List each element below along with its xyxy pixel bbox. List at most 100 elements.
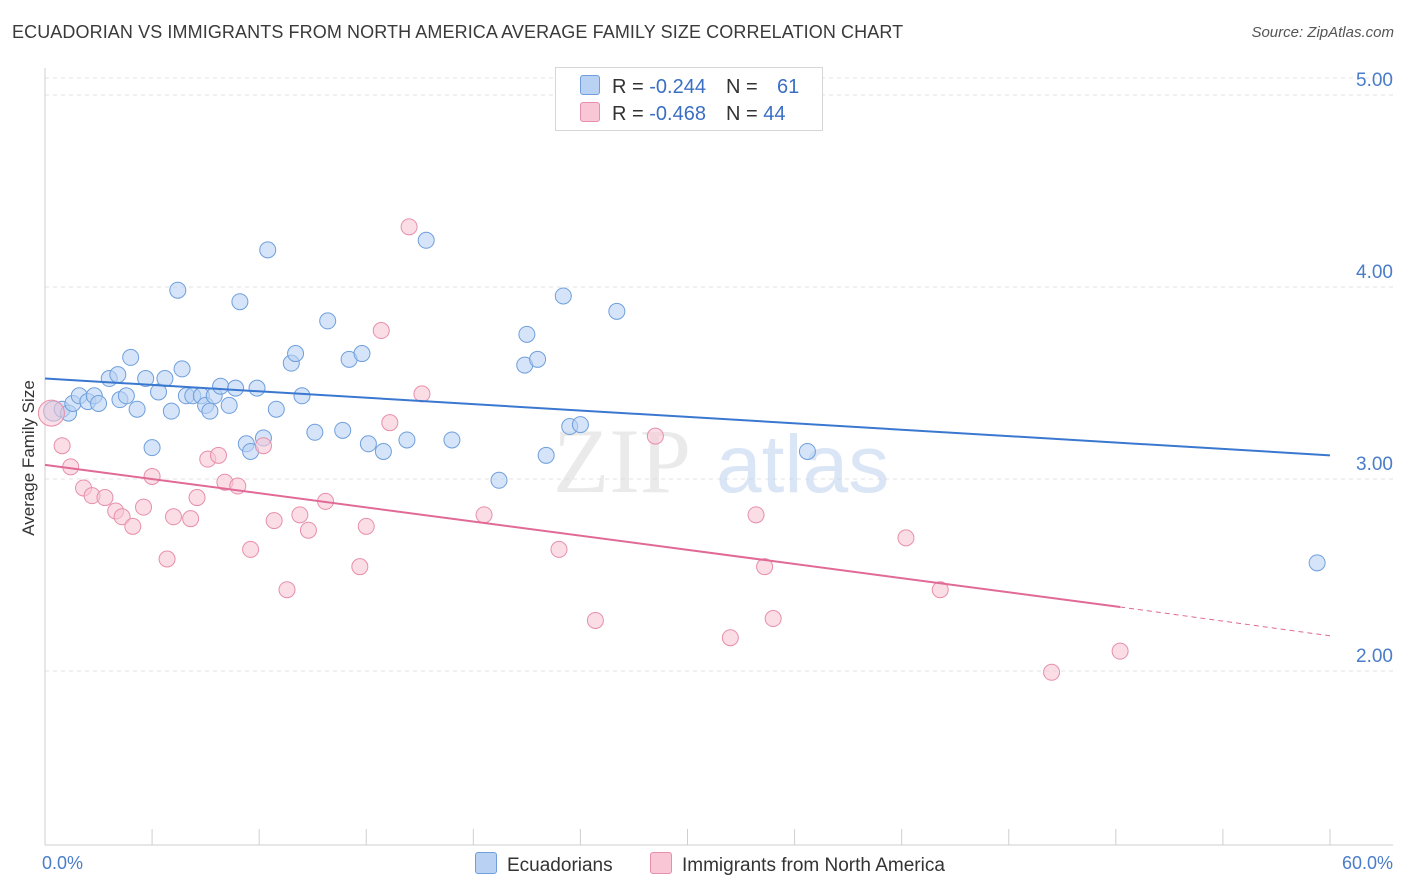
point-ecuadorians-47 — [398, 431, 416, 449]
legend-n-value-2: 44 — [763, 103, 786, 125]
legend-row-immigrants: R = -0.468 N = 44 — [580, 102, 785, 126]
point-ecuadorians-13 — [128, 400, 146, 418]
point-ecuadorians-45 — [359, 435, 377, 453]
point-immigrants-8 — [124, 517, 142, 535]
point-ecuadorians-41 — [319, 312, 337, 330]
watermark: ZIP atlas — [553, 410, 889, 512]
grid-lines — [45, 77, 1393, 672]
point-immigrants-19 — [242, 540, 260, 558]
point-ecuadorians-54 — [537, 446, 555, 464]
point-ecuadorians-28 — [220, 396, 238, 414]
point-immigrants-23 — [291, 506, 309, 524]
point-immigrants-16 — [209, 446, 227, 464]
point-ecuadorians-12 — [122, 348, 140, 366]
watermark-atlas: atlas — [716, 419, 889, 510]
x-tick-label-1: 60.0% — [1342, 853, 1393, 873]
trend-line-immigrants — [44, 463, 1121, 608]
point-ecuadorians-48 — [417, 231, 435, 249]
point-ecuadorians-55 — [554, 287, 572, 305]
point-ecuadorians-46 — [374, 442, 392, 460]
bottom-legend-immigrants: Immigrants from North America — [650, 852, 945, 877]
tick-labels: 2.00 3.00 4.00 5.00 0.0% 60.0% — [42, 70, 1393, 873]
point-immigrants-13 — [182, 510, 200, 528]
point-ecuadorians-15 — [143, 439, 161, 457]
point-ecuadorians-58 — [608, 302, 626, 320]
point-ecuadorians-35 — [259, 241, 277, 259]
legend-n-value-1: 61 — [776, 76, 800, 98]
point-ecuadorians-53 — [529, 350, 547, 368]
bottom-legend-label-immigrants: Immigrants from North America — [682, 855, 945, 876]
point-ecuadorians-29 — [227, 379, 245, 397]
point-immigrants-14 — [188, 489, 206, 507]
chart-title: ECUADORIAN VS IMMIGRANTS FROM NORTH AMER… — [12, 22, 904, 42]
point-immigrants-29 — [381, 414, 399, 432]
point-immigrants-35 — [646, 427, 664, 445]
point-immigrants-39 — [764, 610, 782, 628]
x-tick-label-0: 0.0% — [42, 853, 83, 873]
point-immigrants-5 — [96, 489, 114, 507]
bottom-legend-swatch-pink — [650, 852, 672, 874]
point-ecuadorians-57 — [571, 416, 589, 434]
point-immigrants-21 — [265, 512, 283, 530]
legend-swatch-pink — [580, 102, 600, 122]
point-ecuadorians-36 — [267, 400, 285, 418]
point-ecuadorians-20 — [173, 360, 191, 378]
point-ecuadorians-30 — [231, 293, 249, 311]
point-ecuadorians-7 — [90, 394, 108, 412]
point-ecuadorians-59 — [798, 442, 816, 460]
point-ecuadorians-40 — [306, 423, 324, 441]
point-ecuadorians-19 — [169, 281, 187, 299]
point-immigrants-31 — [413, 385, 431, 403]
legend-r-label-2: R = — [612, 103, 650, 125]
point-immigrants-42 — [1043, 663, 1061, 681]
point-ecuadorians-9 — [109, 366, 127, 384]
correlation-legend: R = -0.244 N = 61 R = -0.468 N = 44 — [555, 67, 823, 131]
trend-line-ecuadorians — [44, 377, 1331, 457]
point-immigrants-24 — [299, 521, 317, 539]
point-ecuadorians-44 — [353, 345, 371, 363]
bottom-legend-ecuadorians: Ecuadorians — [475, 852, 613, 877]
point-immigrants-9 — [135, 498, 153, 516]
legend-r-value-2: -0.468 — [649, 103, 706, 125]
point-immigrants-36 — [721, 629, 739, 647]
point-immigrants-20 — [254, 437, 272, 455]
legend-r-value-1: -0.244 — [649, 76, 706, 98]
point-immigrants-27 — [357, 517, 375, 535]
source-label: Source: ZipAtlas.com — [1251, 24, 1394, 41]
point-immigrants-11 — [158, 550, 176, 568]
bottom-legend-swatch-blue — [475, 852, 497, 874]
point-ecuadorians-14 — [137, 370, 155, 388]
y-tick-label-1: 3.00 — [1356, 454, 1393, 475]
point-immigrants-34 — [586, 611, 604, 629]
point-ecuadorians-11 — [117, 387, 135, 405]
point-immigrants-38 — [756, 558, 774, 576]
legend-n-label-1: N = — [725, 76, 764, 98]
point-immigrants-30 — [400, 218, 418, 236]
trend-line-immigrants-extrapolated — [1120, 606, 1331, 637]
point-ecuadorians-33 — [248, 379, 266, 397]
point-immigrants-28 — [372, 322, 390, 340]
legend-swatch-blue — [580, 75, 600, 95]
point-immigrants-10 — [143, 467, 161, 485]
point-ecuadorians-25 — [201, 402, 219, 420]
point-ecuadorians-18 — [162, 402, 180, 420]
series-ecuadorians — [43, 231, 1326, 572]
y-tick-label-3: 5.00 — [1356, 70, 1393, 91]
point-ecuadorians-50 — [490, 471, 508, 489]
point-ecuadorians-39 — [293, 387, 311, 405]
point-ecuadorians-52 — [518, 325, 536, 343]
point-ecuadorians-49 — [443, 431, 461, 449]
point-immigrants-26 — [351, 558, 369, 576]
point-ecuadorians-17 — [156, 370, 174, 388]
y-tick-label-2: 4.00 — [1356, 262, 1393, 283]
bottom-legend-label-ecuadorians: Ecuadorians — [507, 855, 613, 876]
point-immigrants-12 — [165, 508, 182, 526]
point-ecuadorians-38 — [287, 345, 305, 363]
point-immigrants-33 — [550, 540, 568, 558]
axes — [44, 68, 1393, 846]
trend-lines — [44, 377, 1331, 637]
point-ecuadorians-27 — [212, 377, 230, 395]
point-immigrants-0 — [37, 399, 65, 427]
y-tick-label-0: 2.00 — [1356, 646, 1393, 667]
